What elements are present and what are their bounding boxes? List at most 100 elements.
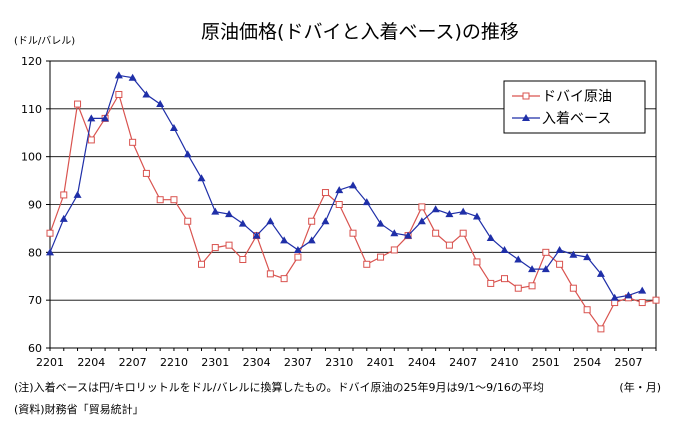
series-0 [46, 90, 660, 333]
data-point-s1-2306 [280, 236, 289, 244]
data-point-s0-2204 [87, 136, 95, 144]
x-tick-label-2201: 2201 [36, 356, 64, 369]
x-tick-label-2310: 2310 [325, 356, 353, 369]
data-point-s0-2202 [60, 191, 68, 199]
data-point-s0-2412 [528, 282, 536, 290]
x-tick-label-2307: 2307 [284, 356, 312, 369]
data-point-s1-2407 [459, 207, 468, 215]
data-point-s1-2503 [569, 250, 578, 258]
x-axis-ticks: 2201 2204 2207 2210 2301 2304 2307 2310 2401 2404… [36, 348, 657, 369]
data-point-s0-2206 [115, 90, 123, 98]
data-point-s0-2312 [363, 260, 371, 268]
data-point-s0-2505 [597, 325, 605, 333]
x-tick-label-2304: 2304 [243, 356, 271, 369]
x-tick-label-2210: 2210 [160, 356, 188, 369]
y-tick-label-90: 90 [28, 199, 42, 212]
legend-label-dubai: ドバイ原油 [542, 89, 612, 105]
data-point-s1-2305 [266, 217, 275, 225]
x-tick-label-2504: 2504 [573, 356, 601, 369]
data-point-s1-2211 [183, 150, 192, 158]
data-point-s1-2506 [610, 293, 619, 301]
data-point-s1-2408 [472, 212, 481, 220]
chart-title: 原油価格(ドバイと入着ベース)の推移 [201, 21, 519, 43]
data-point-s1-2412 [528, 265, 537, 273]
x-tick-label-2410: 2410 [491, 356, 519, 369]
data-point-s1-2507 [624, 291, 633, 299]
data-point-s1-2207 [128, 73, 137, 81]
data-point-s1-2505 [596, 269, 605, 277]
data-point-s0-2408 [473, 258, 481, 266]
data-point-s1-2302 [225, 210, 234, 218]
data-point-s0-2203 [74, 100, 82, 108]
data-point-s1-2404 [417, 217, 426, 225]
data-point-s0-2201 [46, 229, 54, 237]
y-tick-label-120: 120 [21, 55, 42, 68]
data-point-s1-2205 [101, 114, 110, 122]
x-unit-label: (年・月) [619, 380, 661, 394]
data-point-s1-2309 [321, 217, 330, 225]
data-point-s0-2502 [556, 260, 564, 268]
legend-marker-dubai [522, 92, 530, 100]
data-point-s0-2308 [308, 217, 316, 225]
data-point-s1-2209 [156, 100, 165, 108]
data-point-s0-2405 [432, 229, 440, 237]
data-point-s1-2210 [169, 123, 178, 131]
data-point-s0-2409 [487, 279, 495, 287]
series-1 [46, 71, 647, 301]
y-tick-label-70: 70 [28, 294, 42, 307]
data-point-s1-2303 [238, 219, 247, 227]
data-point-s0-2311 [349, 229, 357, 237]
legend: ドバイ原油 入着ベース [503, 80, 646, 134]
data-point-s1-2502 [555, 245, 564, 253]
data-point-s0-2211 [184, 217, 192, 225]
x-tick-label-2501: 2501 [532, 356, 560, 369]
data-point-s1-2504 [583, 253, 592, 261]
data-point-s1-2204 [87, 114, 96, 122]
data-point-s0-2501 [542, 248, 550, 256]
data-point-s0-2504 [583, 306, 591, 314]
x-tick-label-2204: 2204 [77, 356, 105, 369]
data-point-s1-2409 [486, 233, 495, 241]
data-point-s0-2402 [390, 246, 398, 254]
data-point-s0-2503 [569, 284, 577, 292]
x-tick-label-2207: 2207 [119, 356, 147, 369]
data-point-s1-2311 [349, 181, 357, 189]
footnote-source: (資料)財務省「貿易統計」 [14, 402, 144, 416]
data-point-s0-2305 [266, 270, 274, 278]
data-point-s1-2411 [514, 255, 523, 263]
data-point-s0-2411 [514, 284, 522, 292]
data-point-s1-2212 [197, 174, 206, 182]
series-layer [46, 71, 660, 333]
y-tick-label-110: 110 [21, 103, 42, 116]
data-point-s0-2407 [459, 229, 467, 237]
y-tick-label-60: 60 [28, 342, 42, 355]
data-point-s0-2210 [170, 196, 178, 204]
data-point-s0-2207 [129, 138, 137, 146]
y-tick-label-100: 100 [21, 151, 42, 164]
data-point-s1-2410 [500, 245, 509, 253]
data-point-s1-2401 [376, 219, 385, 227]
data-point-s0-2209 [156, 196, 164, 204]
data-point-s0-2303 [239, 256, 247, 264]
data-point-s0-2404 [418, 203, 426, 211]
legend-label-import: 入着ベース [542, 111, 611, 127]
data-point-s0-2302 [225, 241, 233, 249]
data-point-s0-2410 [501, 275, 508, 283]
data-point-s1-2405 [431, 205, 440, 213]
legend-box [503, 80, 646, 134]
data-point-s1-2201 [46, 248, 54, 256]
data-point-s1-2406 [445, 210, 454, 218]
data-point-s1-2508 [638, 286, 647, 294]
y-axis-ticks: 60 70 80 90 100 110 120 [21, 55, 50, 355]
data-point-s1-2403 [404, 231, 413, 239]
data-point-s0-2212 [198, 260, 205, 268]
data-point-s0-2307 [294, 253, 302, 261]
x-tick-label-2404: 2404 [408, 356, 436, 369]
data-point-s1-2310 [335, 186, 344, 194]
data-point-s1-2202 [59, 214, 68, 222]
footnote-note: (注)入着ベースは円/キロリットルをドル/バレルに換算したもの。ドバイ原油の25… [14, 380, 544, 394]
data-point-s1-2301 [211, 207, 220, 215]
data-point-s1-2308 [307, 236, 316, 244]
x-tick-label-2301: 2301 [201, 356, 229, 369]
